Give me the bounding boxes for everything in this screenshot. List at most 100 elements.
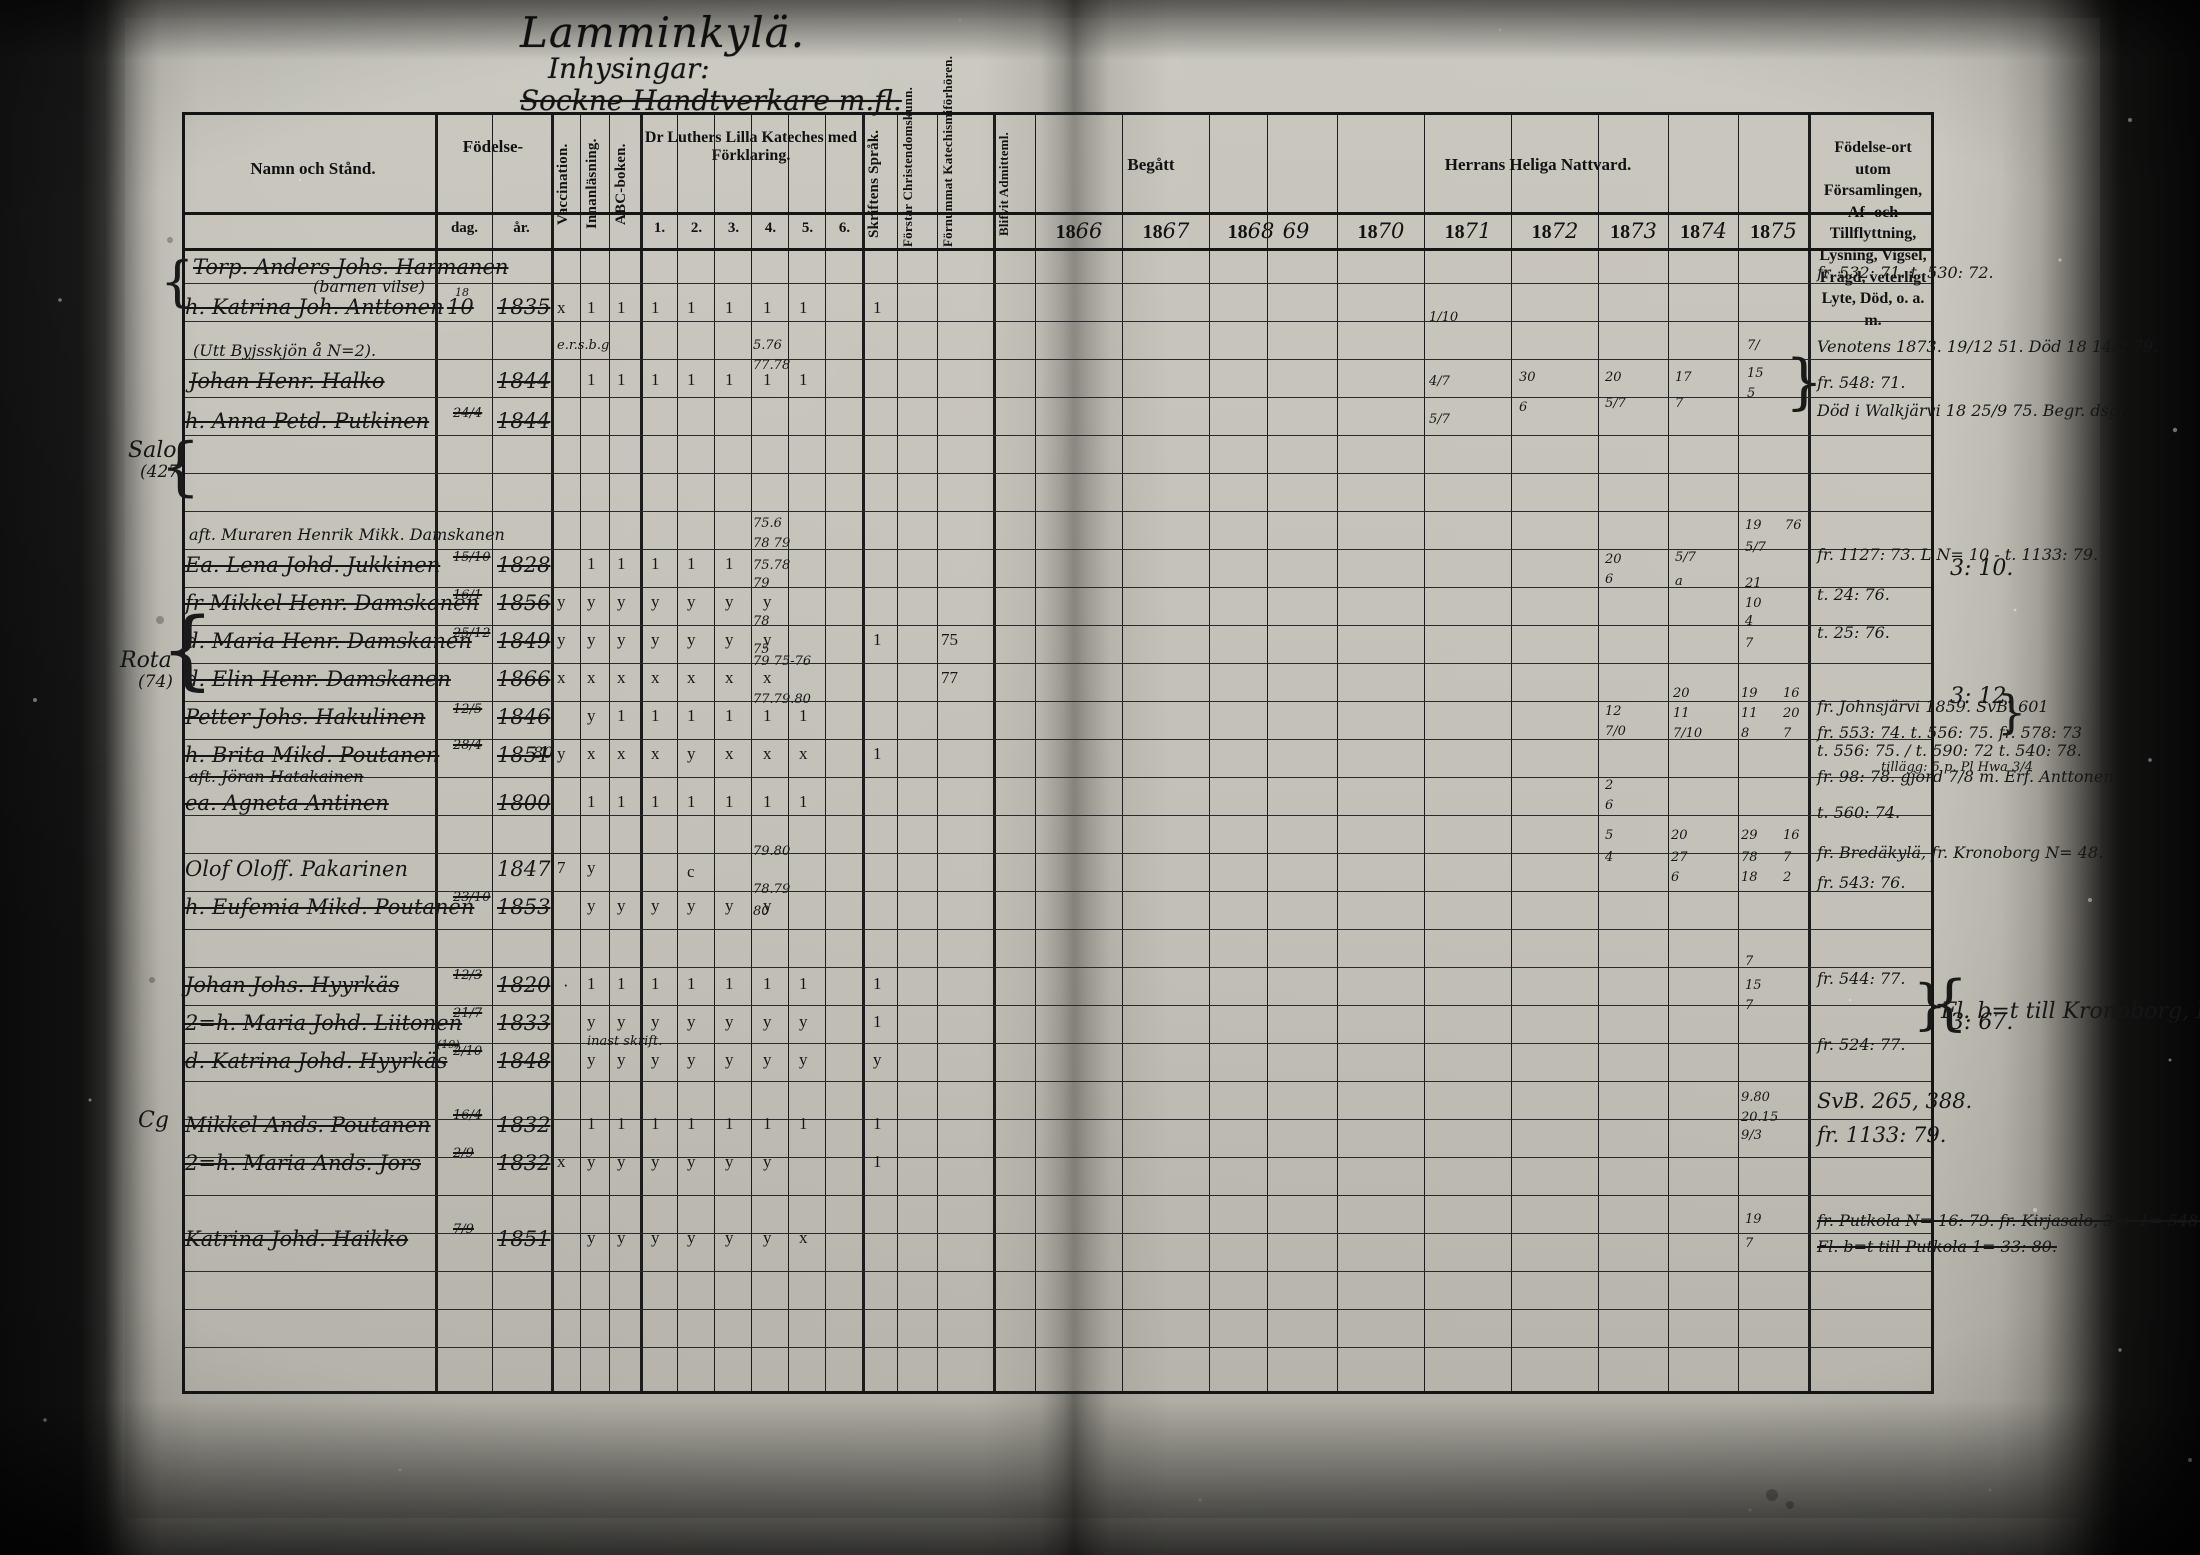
entry-mark: x [651, 744, 660, 763]
entry-mark: y [687, 744, 696, 763]
entry-mark: 1 [651, 298, 660, 317]
entry-communion-mark: 11 [1741, 706, 1758, 721]
table-row [185, 1005, 1931, 1006]
entry-birth-day: 16/1 [453, 588, 483, 603]
entry-exam-mark: 77 [941, 668, 958, 687]
col-rule-scripture [862, 115, 865, 1391]
entry-name: aft. Jöran Hatakainen [189, 767, 364, 786]
entry-name: Katrina Johd. Haikko [185, 1227, 409, 1251]
table-row [185, 1309, 1931, 1310]
table-row [185, 853, 1931, 854]
entry-mark: c [687, 862, 695, 881]
entry-communion-mark: 29 [1741, 828, 1758, 843]
entry-mark: y [763, 1228, 772, 1247]
entry-mark: y [587, 1228, 596, 1247]
entry-birth-year: 1800 [497, 791, 551, 815]
header-divider-upper [185, 212, 1931, 215]
entry-communion-mark: 6 [1605, 572, 1614, 587]
entry-communion-mark: 7/10 [1673, 726, 1703, 741]
entry-first-communion: 79 75-76 [753, 654, 812, 669]
entry-mark: 1 [617, 554, 626, 573]
entry-name: d. Katrina Johd. Hyyrkäs [185, 1049, 448, 1073]
col-rule-cat-5 [788, 115, 789, 1391]
entry-birth-year: 1835 [497, 295, 551, 319]
entry-mark: 1 [651, 1114, 660, 1133]
entry-mark: y [651, 1228, 660, 1247]
entry-mark: 1 [799, 1114, 808, 1133]
entry-mark: y [763, 896, 772, 915]
entry-first-communion: 77.78 [753, 358, 791, 373]
entry-communion-mark: 7 [1675, 396, 1684, 411]
entry-communion-mark: 8 [1741, 726, 1750, 741]
entry-name: h. Eufemia Mikd. Poutanen [185, 895, 475, 919]
entry-mark: y [587, 1152, 596, 1171]
left-margin-brace: } [160, 600, 215, 700]
entry-mark: y [725, 1012, 734, 1031]
entry-communion-mark: 10 [1745, 596, 1762, 611]
entry-birth-year: 1846 [497, 705, 551, 729]
entry-mark: y [587, 1012, 596, 1031]
entry-mark: 1 [799, 298, 808, 317]
entry-mark: y [725, 896, 734, 915]
entry-mark: y [587, 706, 596, 725]
margin-note-cg: Cg [138, 1108, 169, 1133]
entry-mark-note: inast skrift. [587, 1034, 663, 1049]
entry-name: Olof Oloff. Pakarinen [185, 857, 409, 881]
header-catechism-exam: Förnummat Katechismiförhören. [940, 55, 955, 247]
entry-mark: x [725, 744, 734, 763]
entry-mark: 1 [651, 554, 660, 573]
entry-mark: 1 [799, 974, 808, 993]
entry-mark: 1 [587, 1114, 596, 1133]
entry-mark: y [617, 1050, 626, 1069]
entry-communion-mark: 15 [1747, 366, 1764, 381]
entry-mark: 1 [763, 706, 772, 725]
entry-note: fr. 524: 77. [1817, 1035, 1906, 1054]
entry-mark: y [763, 592, 772, 611]
entry-name: h. Anna Petd. Putkinen [185, 409, 430, 433]
entry-mark: y [617, 592, 626, 611]
entry-mark: y [651, 1050, 660, 1069]
year-col-1870: 1870 [1357, 219, 1405, 243]
entry-name-note: (Utt Byjsskjön å N=2). [193, 341, 377, 360]
header-catechism-2: 2. [690, 220, 703, 236]
entry-communion-mark: 2 [1605, 778, 1614, 793]
entry-communion-mark: 9/3 [1741, 1128, 1762, 1143]
entry-mark: y [651, 1012, 660, 1031]
entry-mark: y [687, 896, 696, 915]
entry-communion-mark: a [1675, 574, 1683, 589]
entry-mark: y [725, 592, 734, 611]
entry-mark: x [587, 668, 596, 687]
entry-mark: 1 [725, 706, 734, 725]
entry-mark: 1 [763, 1114, 772, 1133]
col-rule-cat-3 [714, 115, 715, 1391]
notes-grouping-brace: } [1785, 347, 1824, 417]
year-col-1866: 1866 [1055, 219, 1103, 243]
entry-communion-mark: 12 [1605, 704, 1622, 719]
entry-first-communion: 75.78 [753, 558, 791, 573]
entry-mark: y [687, 1012, 696, 1031]
entry-note: fr. 532: 71. t. 530: 72. [1817, 263, 1994, 282]
entry-birth-year: 1844 [497, 409, 551, 433]
entry-mark: y [617, 896, 626, 915]
entry-first-communion: 78.79 [753, 882, 791, 897]
entry-note: Död i Walkjärvi 18 25/9 75. Begr. dsgl. [1817, 401, 2130, 420]
col-rule-reading [580, 115, 581, 1391]
col-rule-abc [609, 115, 610, 1391]
entry-name: h. Katrina Joh. Anttonen [185, 295, 444, 319]
entry-communion-mark: 20 [1673, 686, 1690, 701]
entry-exam-mark: 75 [941, 630, 958, 649]
entry-communion-mark: 19 [1745, 1212, 1762, 1227]
col-rule-y1872 [1511, 115, 1512, 1391]
header-catechism: Dr Luthers Lilla Kateches med Förklaring… [644, 129, 858, 164]
entry-mark: 1 [651, 792, 660, 811]
col-rule-y1875 [1738, 115, 1739, 1391]
entry-communion-mark: 19 [1745, 518, 1762, 533]
entry-mark: y [687, 1228, 696, 1247]
entry-birth-day: 2/10 [453, 1044, 483, 1059]
entry-mark: 1 [587, 298, 596, 317]
entry-mark: 1 [799, 706, 808, 725]
entry-mark: 1 [687, 974, 696, 993]
entry-communion-mark: 5/7 [1675, 550, 1696, 565]
entry-birth-day: 23/10 [453, 890, 491, 905]
entry-name-note: (barnen vilse) [313, 277, 426, 296]
